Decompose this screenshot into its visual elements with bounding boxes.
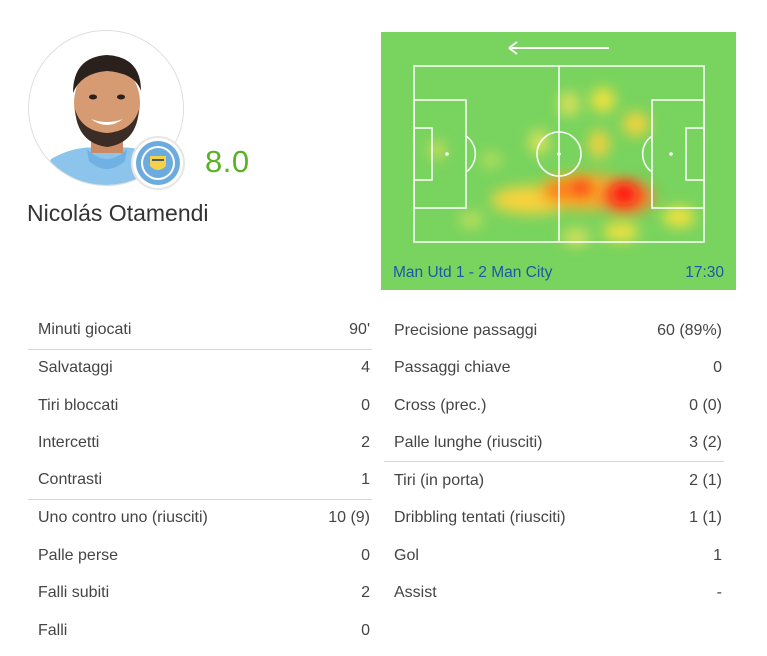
- heatmap-panel: Man Utd 1 - 2 Man City 17:30: [381, 32, 736, 290]
- stat-value: 60 (89%): [657, 321, 722, 339]
- stat-value: 0: [713, 359, 722, 377]
- stat-label: Intercetti: [38, 434, 100, 452]
- stat-label: Tiri bloccati: [38, 396, 119, 414]
- stat-row: Contrasti 1: [28, 462, 372, 500]
- stat-row: Gol 1: [384, 537, 724, 575]
- stat-value: 90': [349, 321, 370, 339]
- stat-value: -: [716, 584, 722, 602]
- stats-right-column: Precisione passaggi 60 (89%) Passaggi ch…: [384, 312, 724, 612]
- stat-label: Palle lunghe (riusciti): [394, 433, 543, 451]
- stat-label: Palle perse: [38, 546, 119, 564]
- stat-value: 2 (1): [689, 471, 722, 489]
- stat-row: Tiri bloccati 0: [28, 387, 372, 425]
- stat-label: Contrasti: [38, 471, 103, 489]
- stat-value: 1 (1): [689, 509, 722, 527]
- stat-value: 3 (2): [689, 433, 722, 451]
- stat-value: 10 (9): [328, 509, 370, 527]
- stat-row: Palle perse 0: [28, 537, 372, 575]
- stat-row: Tiri (in porta) 2 (1): [384, 462, 724, 500]
- stat-row: Falli 0: [28, 612, 372, 650]
- stat-row: Intercetti 2: [28, 425, 372, 463]
- stat-row: Passaggi chiave 0: [384, 350, 724, 388]
- stat-label: Uno contro uno (riusciti): [38, 509, 208, 527]
- player-name: Nicolás Otamendi: [27, 200, 209, 226]
- arrow-left-icon: [508, 41, 609, 55]
- stat-row: Cross (prec.) 0 (0): [384, 387, 724, 425]
- stat-row: Palle lunghe (riusciti) 3 (2): [384, 425, 724, 462]
- match-label[interactable]: Man Utd 1 - 2 Man City: [393, 264, 553, 281]
- stat-label: Cross (prec.): [394, 396, 487, 414]
- stat-value: 0: [361, 396, 370, 414]
- stat-row: Falli subiti 2: [28, 575, 372, 613]
- stat-label: Minuti giocati: [38, 321, 132, 339]
- stat-value: 0: [361, 546, 370, 564]
- stat-row: Precisione passaggi 60 (89%): [384, 312, 724, 350]
- player-rating: 8.0: [205, 144, 250, 179]
- match-time: 17:30: [685, 264, 724, 281]
- stat-label: Falli: [38, 621, 68, 639]
- stat-label: Salvataggi: [38, 359, 113, 377]
- stat-label: Tiri (in porta): [394, 471, 485, 489]
- stat-row: Minuti giocati 90': [28, 312, 372, 350]
- manchester-city-badge-icon: [131, 136, 185, 190]
- stat-value: 0 (0): [689, 396, 722, 414]
- stat-value: 1: [713, 546, 722, 564]
- stat-value: 0: [361, 621, 370, 639]
- stat-label: Dribbling tentati (riusciti): [394, 509, 566, 527]
- stat-value: 1: [361, 471, 370, 489]
- stat-value: 2: [361, 584, 370, 602]
- stat-label: Passaggi chiave: [394, 359, 511, 377]
- stat-value: 4: [361, 359, 370, 377]
- stat-row: Dribbling tentati (riusciti) 1 (1): [384, 500, 724, 538]
- stat-value: 2: [361, 434, 370, 452]
- stats-left-column: Minuti giocati 90' Salvataggi 4 Tiri blo…: [28, 312, 372, 650]
- stat-label: Falli subiti: [38, 584, 110, 602]
- stat-row: Salvataggi 4: [28, 350, 372, 388]
- stat-label: Assist: [394, 584, 437, 602]
- player-avatar: [28, 30, 184, 186]
- stat-row: Assist -: [384, 575, 724, 613]
- stat-label: Gol: [394, 546, 419, 564]
- stat-label: Precisione passaggi: [394, 321, 538, 339]
- stat-row: Uno contro uno (riusciti) 10 (9): [28, 500, 372, 538]
